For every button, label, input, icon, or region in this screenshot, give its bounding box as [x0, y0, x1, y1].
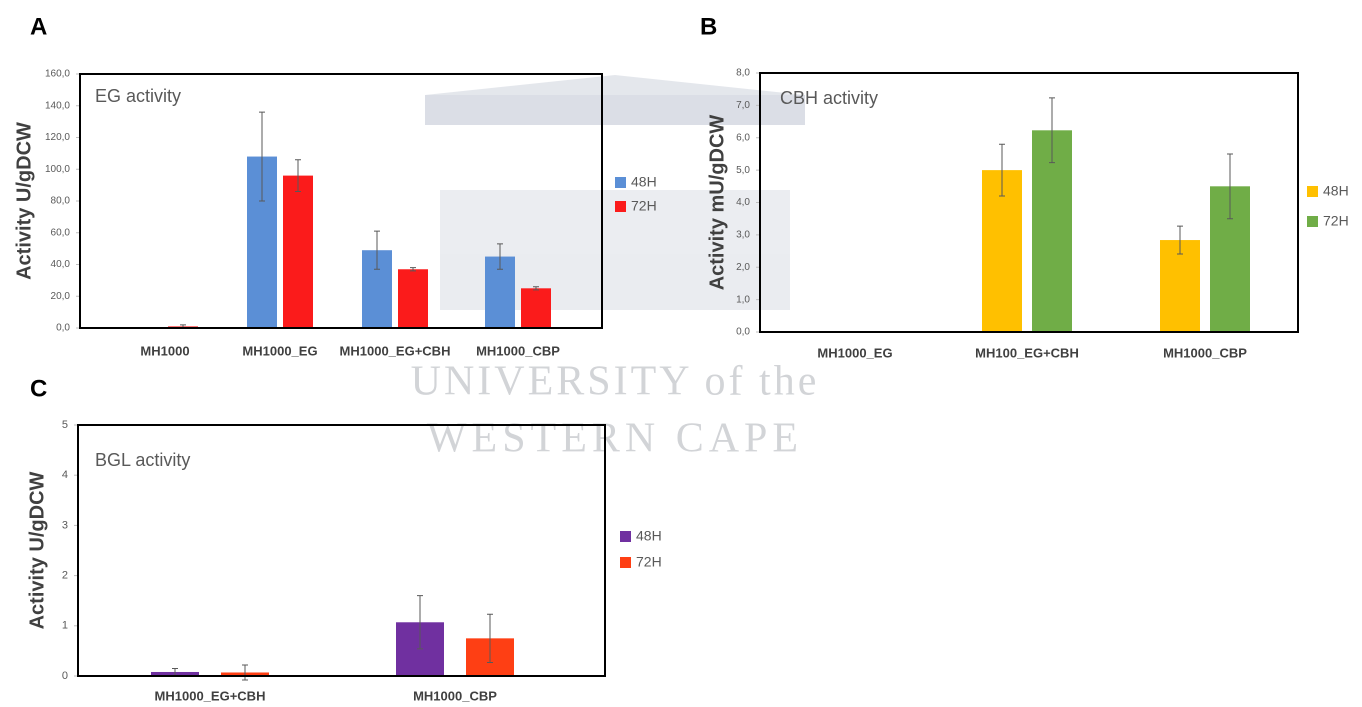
panel-letter: B	[700, 13, 717, 40]
legend-swatch	[620, 557, 631, 568]
bar	[982, 170, 1022, 332]
y-tick-label: 160,0	[45, 69, 70, 80]
y-tick-label: 2	[62, 570, 68, 582]
watermark-shape	[425, 75, 805, 95]
plot-frame	[759, 72, 1299, 333]
y-tick-label: 6,0	[736, 132, 750, 143]
plot-frame	[77, 424, 606, 677]
legend-label: 48H	[1323, 183, 1349, 199]
y-tick-label: 1	[62, 620, 68, 632]
x-tick-label: MH1000_CBP	[1163, 345, 1247, 360]
y-tick-label: 3	[62, 519, 68, 531]
bar	[521, 288, 551, 328]
chart-title: EG activity	[95, 86, 181, 106]
panel-letter: C	[30, 375, 47, 402]
chart-title: BGL activity	[95, 450, 190, 470]
watermark-shape	[425, 95, 805, 125]
legend-swatch	[615, 177, 626, 188]
x-tick-label: MH100_EG+CBH	[975, 345, 1079, 360]
watermark-text: UNIVERSITY of the	[411, 359, 820, 405]
y-axis-title: Activity U/gDCW	[26, 471, 48, 629]
bar	[1160, 240, 1200, 332]
error-bar	[497, 243, 503, 270]
y-tick-label: 140,0	[45, 100, 70, 111]
y-tick-label: 3,0	[736, 230, 750, 241]
legend-label: 72H	[631, 198, 657, 214]
y-axis-title: Activity mU/gDCW	[706, 115, 728, 291]
legend-label: 48H	[636, 528, 662, 544]
error-bar	[1227, 153, 1233, 220]
y-tick-label: 2,0	[736, 262, 750, 273]
watermark: UNIVERSITY of the WESTERN CAPE	[411, 75, 820, 462]
y-axis-title: Activity U/gDCW	[13, 122, 35, 280]
error-bar	[295, 159, 301, 192]
chart-panel: B Activity mU/gDCW 0,0 1,0 2,0 3,0 4,0 5,0 6,0 7,…	[700, 13, 1349, 360]
error-bar	[1049, 97, 1055, 164]
error-bar	[242, 664, 248, 681]
plot-frame	[79, 73, 603, 329]
y-tick-label: 0	[62, 670, 68, 682]
x-tick-label: MH1000_EG+CBH	[155, 688, 266, 703]
legend-swatch	[1307, 186, 1318, 197]
chart-panel: C Activity U/gDCW 0 1 2 3 4 5 MH1000_EG+CBH MH100…	[26, 375, 661, 703]
x-tick-label: MH1000_EG	[817, 345, 892, 360]
legend-swatch	[620, 531, 631, 542]
y-tick-label: 8,0	[736, 68, 750, 79]
watermark-text: WESTERN CAPE	[427, 416, 803, 462]
y-tick-label: 80,0	[51, 196, 71, 207]
error-bar	[374, 230, 380, 270]
y-tick-label: 100,0	[45, 164, 70, 175]
error-bar	[259, 111, 265, 202]
y-tick-label: 0,0	[56, 323, 70, 334]
y-tick-label: 1,0	[736, 294, 750, 305]
bar	[398, 269, 428, 328]
panel-letter: A	[30, 13, 47, 40]
y-tick-label: 4	[62, 469, 68, 481]
y-tick-label: 120,0	[45, 132, 70, 143]
y-tick-label: 4,0	[736, 197, 750, 208]
legend-swatch	[615, 201, 626, 212]
bar	[283, 175, 313, 328]
chart-panel: A Activity U/gDCW 0,0 20,0 40,0 60,0 80,0 100,0…	[13, 13, 656, 358]
x-tick-label: MH1000_EG+CBH	[340, 343, 451, 358]
y-tick-label: 7,0	[736, 100, 750, 111]
error-bar	[417, 595, 423, 650]
legend-label: 72H	[636, 554, 662, 570]
bar	[1032, 130, 1072, 332]
y-tick-label: 5,0	[736, 165, 750, 176]
x-tick-label: MH1000_EG	[242, 343, 317, 358]
error-bar	[999, 143, 1005, 197]
error-bar	[533, 286, 539, 291]
error-bar	[410, 267, 416, 272]
y-tick-label: 20,0	[51, 291, 71, 302]
legend-swatch	[1307, 216, 1318, 227]
y-tick-label: 40,0	[51, 259, 71, 270]
error-bar	[487, 613, 493, 663]
y-tick-label: 60,0	[51, 227, 71, 238]
legend-label: 48H	[631, 174, 657, 190]
y-tick-label: 0,0	[736, 327, 750, 338]
error-bar	[1177, 225, 1183, 255]
y-tick-label: 5	[62, 419, 68, 431]
x-tick-label: MH1000_CBP	[413, 688, 497, 703]
chart-title: CBH activity	[780, 88, 878, 108]
x-tick-label: MH1000_CBP	[476, 343, 560, 358]
legend-label: 72H	[1323, 213, 1349, 229]
x-tick-label: MH1000	[140, 343, 189, 358]
